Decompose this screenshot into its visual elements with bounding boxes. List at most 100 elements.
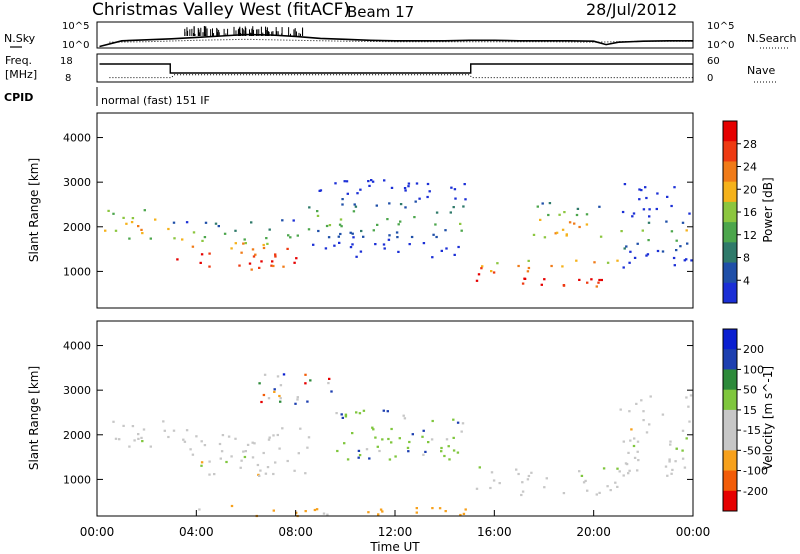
heatmap-cell bbox=[299, 427, 302, 430]
freq-ytick-top: 18 bbox=[60, 56, 73, 67]
colorbar-tick-label: 200 bbox=[743, 343, 764, 356]
heatmap-cell bbox=[381, 438, 384, 441]
heatmap-cell bbox=[440, 450, 443, 453]
heatmap-cell bbox=[548, 202, 552, 205]
heatmap-cell bbox=[452, 206, 455, 209]
heatmap-cell bbox=[112, 212, 115, 215]
colorbar-swatch bbox=[723, 450, 737, 472]
heatmap-cell bbox=[561, 228, 565, 231]
heatmap-cell bbox=[395, 231, 399, 234]
colorbar-swatch bbox=[723, 369, 737, 391]
heatmap-cell bbox=[645, 254, 648, 257]
heatmap-cell bbox=[565, 233, 568, 236]
heatmap-cell bbox=[414, 200, 417, 203]
noise-ytick-right-bottom: 10^0 bbox=[707, 40, 734, 51]
heatmap-cell bbox=[586, 281, 589, 284]
power-panel: 1000 2000 3000 4000 Slant Range [km] 28 24 20… bbox=[27, 112, 775, 309]
heatmap-cell bbox=[431, 419, 434, 423]
heatmap-cell bbox=[576, 207, 580, 210]
heatmap-cell bbox=[602, 467, 606, 470]
ytick-label: 2000 bbox=[63, 429, 91, 442]
heatmap-cell bbox=[354, 205, 358, 208]
heatmap-cell bbox=[234, 242, 237, 245]
heatmap-cell bbox=[313, 508, 317, 512]
heatmap-cell bbox=[642, 419, 645, 422]
heatmap-cell bbox=[655, 207, 658, 211]
heatmap-cell bbox=[358, 454, 362, 457]
heatmap-cell bbox=[555, 231, 559, 234]
noise-ytick-bottom: 10^0 bbox=[62, 40, 89, 51]
heatmap-cell bbox=[260, 400, 263, 404]
colorbar-swatch bbox=[723, 389, 737, 411]
heatmap-cell bbox=[404, 206, 407, 209]
heatmap-cell bbox=[679, 245, 682, 248]
heatmap-cell bbox=[287, 234, 290, 237]
frequency-series bbox=[99, 63, 693, 79]
heatmap-cell bbox=[251, 248, 255, 251]
colorbar-tick-label: 28 bbox=[743, 138, 757, 151]
heatmap-cell bbox=[685, 258, 688, 261]
heatmap-cell bbox=[628, 410, 631, 413]
heatmap-cell bbox=[459, 513, 462, 517]
heatmap-cell bbox=[307, 228, 311, 231]
heatmap-cell bbox=[526, 270, 530, 273]
colorbar-swatch bbox=[723, 262, 737, 284]
heatmap-cell bbox=[242, 242, 245, 245]
heatmap-cell bbox=[141, 440, 144, 443]
power-panel-frame bbox=[96, 112, 694, 309]
heatmap-cell bbox=[214, 222, 218, 225]
heatmap-cell bbox=[403, 187, 407, 190]
heatmap-cell bbox=[646, 253, 650, 256]
heatmap-cell bbox=[376, 223, 379, 226]
heatmap-cell bbox=[457, 245, 460, 249]
heatmap-cell bbox=[489, 486, 492, 490]
heatmap-cell bbox=[112, 420, 115, 423]
heatmap-cell bbox=[125, 222, 128, 225]
heatmap-cell bbox=[427, 441, 430, 444]
heatmap-cell bbox=[217, 225, 220, 228]
heatmap-cell bbox=[435, 235, 438, 239]
heatmap-cell bbox=[397, 250, 400, 253]
heatmap-cell bbox=[176, 258, 179, 261]
heatmap-cell bbox=[636, 450, 639, 453]
heatmap-cell bbox=[344, 415, 348, 418]
heatmap-cell bbox=[140, 228, 143, 231]
velocity-xlabel: Time UT bbox=[369, 540, 420, 554]
heatmap-cell bbox=[670, 472, 673, 475]
heatmap-cell bbox=[456, 421, 460, 424]
heatmap-cell bbox=[666, 474, 669, 477]
nsearch-series-line bbox=[109, 38, 693, 43]
heatmap-cell bbox=[382, 409, 385, 412]
heatmap-cell bbox=[668, 460, 671, 463]
heatmap-cell bbox=[338, 241, 341, 244]
heatmap-cell bbox=[191, 245, 195, 248]
heatmap-cell bbox=[334, 182, 337, 185]
heatmap-cell bbox=[271, 260, 274, 263]
heatmap-cell bbox=[599, 235, 603, 238]
heatmap-cell bbox=[387, 437, 390, 441]
heatmap-cell bbox=[640, 399, 643, 402]
heatmap-cell bbox=[478, 466, 481, 469]
heatmap-cell bbox=[515, 468, 518, 471]
power-colorbar: 28 24 20 16 12 8 4 bbox=[722, 120, 757, 304]
velocity-panel: 1000 2000 3000 4000 00:00 04:00 08:00 12:00 16:… bbox=[27, 320, 775, 554]
heatmap-cell bbox=[578, 278, 581, 281]
ytick-label: 2000 bbox=[63, 221, 91, 234]
heatmap-cell bbox=[343, 442, 346, 445]
velocity-yticks: 1000 2000 3000 4000 bbox=[63, 340, 693, 486]
heatmap-cell bbox=[618, 470, 621, 473]
heatmap-cell bbox=[578, 470, 581, 473]
heatmap-cell bbox=[685, 396, 688, 399]
heatmap-cell bbox=[642, 208, 646, 211]
heatmap-cell bbox=[668, 458, 671, 461]
heatmap-cell bbox=[543, 278, 546, 281]
cpid-label: CPID bbox=[4, 91, 33, 104]
heatmap-cell bbox=[558, 213, 561, 216]
heatmap-cell bbox=[292, 219, 295, 222]
heatmap-cell bbox=[431, 507, 434, 510]
heatmap-cell bbox=[582, 481, 586, 484]
heatmap-cell bbox=[149, 445, 152, 448]
heatmap-cell bbox=[636, 242, 639, 245]
heatmap-cell bbox=[688, 212, 691, 215]
heatmap-cell bbox=[683, 259, 686, 262]
